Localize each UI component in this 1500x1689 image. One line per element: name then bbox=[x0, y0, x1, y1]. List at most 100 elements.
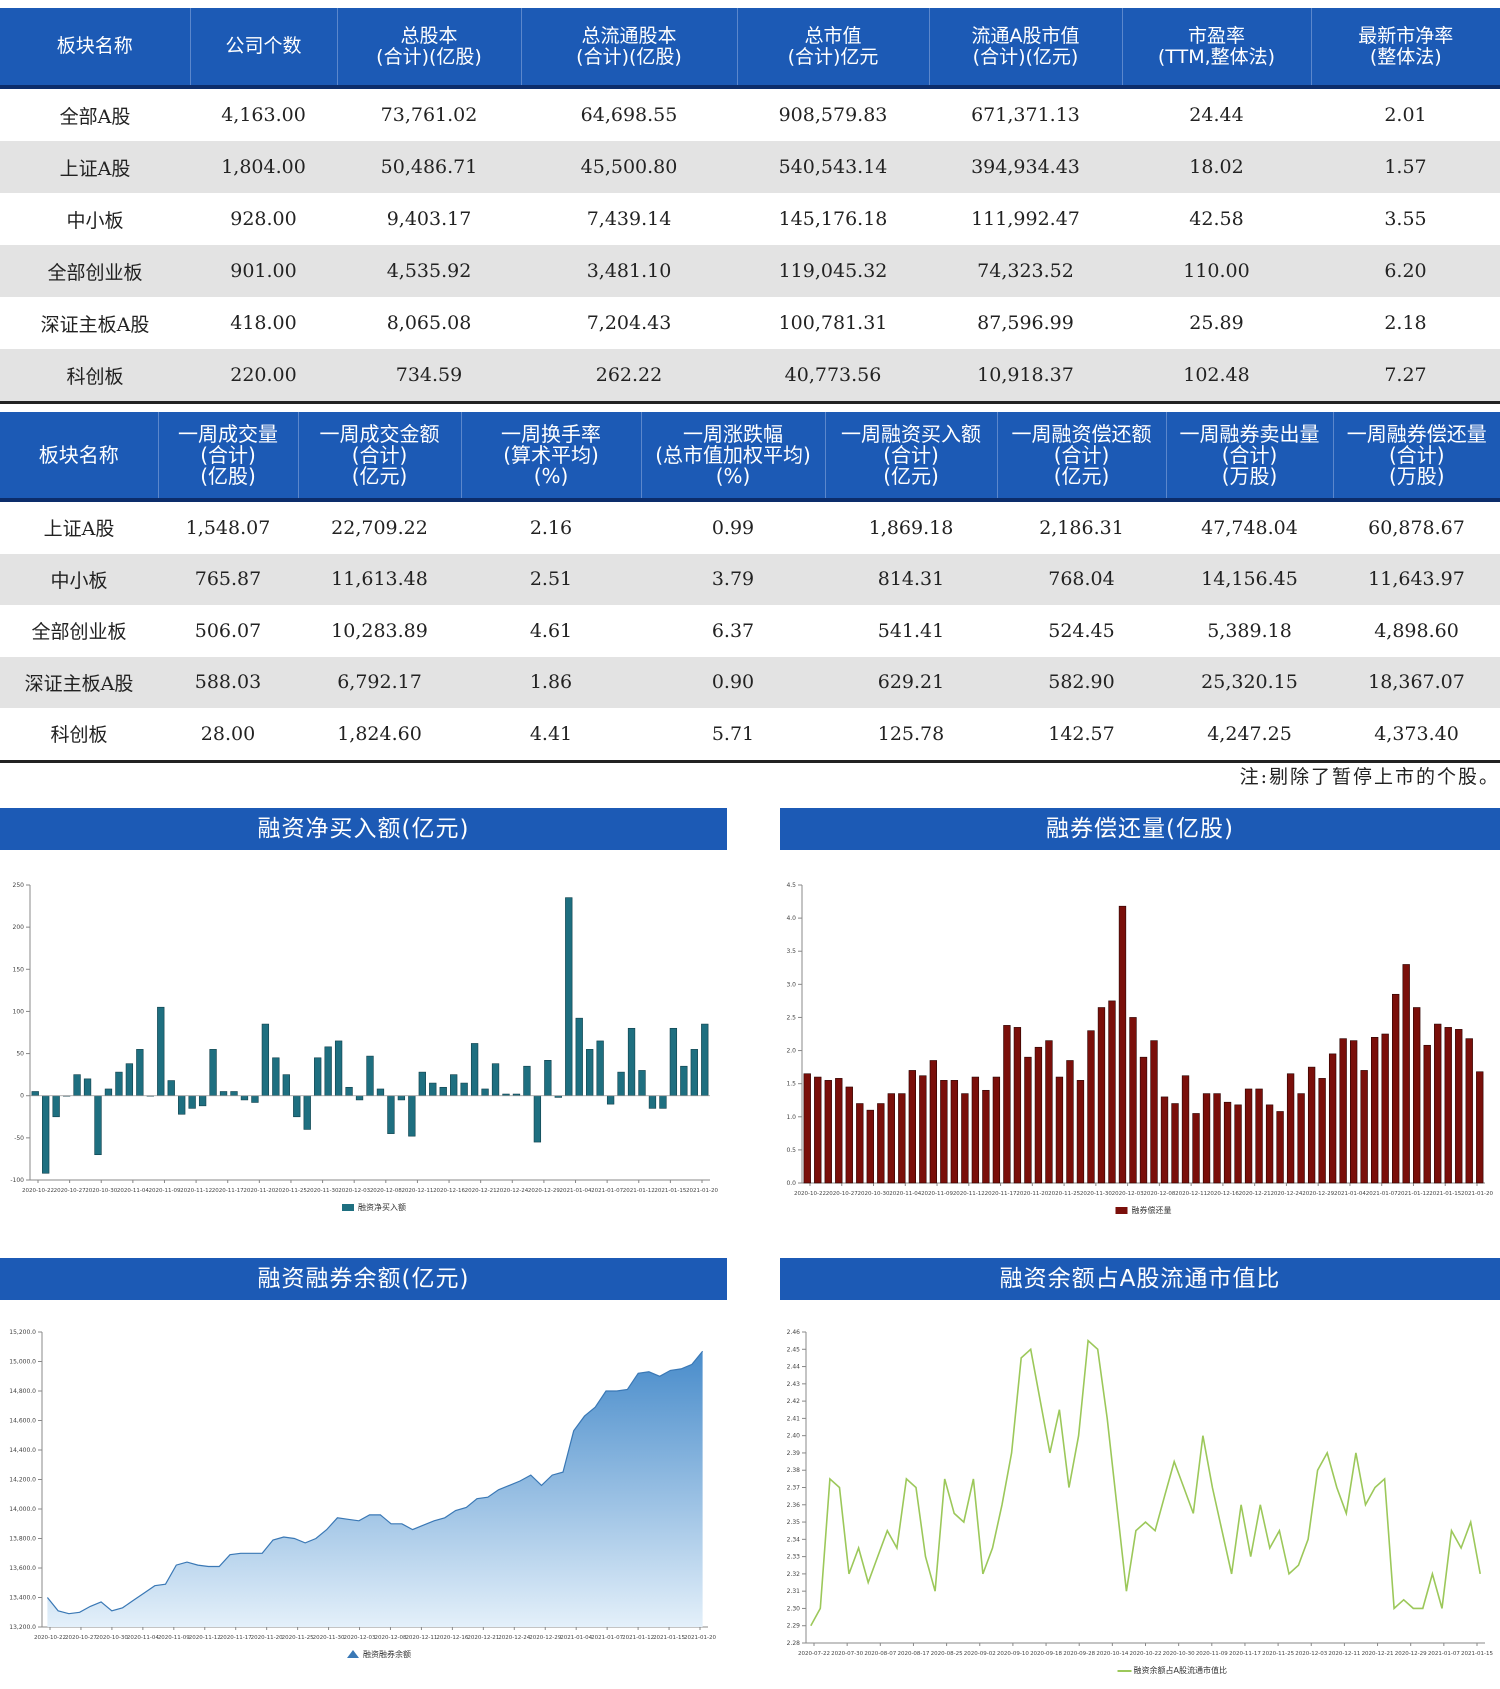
x-tick-label: 2020-12-11 bbox=[401, 1188, 433, 1194]
value-cell: 4,373.40 bbox=[1374, 722, 1459, 745]
bar bbox=[1234, 1104, 1242, 1184]
table-row: 全部A股 4,163.00 73,761.02 64,698.55 908,579.83… bbox=[0, 85, 1500, 141]
bar bbox=[1076, 1080, 1085, 1184]
y-tick-label: 50 bbox=[16, 1051, 24, 1058]
table-row: 科创板 28.00 1,824.60 4.41 5.71 125.78 142.57 4,24… bbox=[0, 708, 1500, 761]
value-cell: 2,186.31 bbox=[997, 498, 1166, 554]
short-repay-bar-chart: 4.5 4.0 3.5 3.0 2.5 2.0 1.5 1.0 0.5 0.0 2020-10-22… bbox=[786, 882, 1493, 1215]
bar bbox=[1402, 964, 1410, 1184]
x-tick-label: 2020-12-24 bbox=[498, 1635, 530, 1641]
table-row: 全部创业板 901.00 4,535.92 3,481.10 119,045.32 74,… bbox=[0, 245, 1500, 297]
bar bbox=[1434, 1023, 1442, 1184]
bar bbox=[1034, 1046, 1043, 1184]
x-tick-label: 2020-11-20 bbox=[243, 1188, 275, 1194]
y-tick-label: 200 bbox=[13, 924, 25, 931]
x-tick-label: 2020-12-29 bbox=[529, 1635, 561, 1641]
value-cell: 125.78 bbox=[877, 722, 945, 745]
y-tick-label: -50 bbox=[14, 1135, 24, 1142]
bar bbox=[293, 1095, 301, 1118]
y-tick-label: 2.33 bbox=[787, 1554, 801, 1561]
x-tick-label: 2020-11-09 bbox=[148, 1188, 180, 1194]
value-cell: 1,824.60 bbox=[337, 722, 422, 745]
bar bbox=[971, 1076, 980, 1184]
bar bbox=[1392, 993, 1400, 1184]
x-tick-label: 2020-12-21 bbox=[1362, 1651, 1394, 1657]
x-tick-label: 2020-09-28 bbox=[1063, 1651, 1095, 1657]
x-tick-label: 2020-10-27 bbox=[54, 1188, 86, 1194]
table-row: 全部创业板 506.07 10,283.89 4.61 6.37 541.41 524.45… bbox=[0, 605, 1500, 657]
bar bbox=[1139, 1056, 1148, 1184]
bar bbox=[366, 1055, 374, 1097]
bar bbox=[470, 1043, 479, 1097]
bar bbox=[1129, 1017, 1137, 1184]
x-tick-label: 2020-11-20 bbox=[251, 1635, 283, 1641]
bar bbox=[1181, 1075, 1190, 1184]
value-cell: 2.18 bbox=[1384, 312, 1427, 334]
value-cell: 541.41 bbox=[877, 619, 945, 642]
bar bbox=[1160, 1096, 1169, 1184]
value-cell: 18,367.07 bbox=[1333, 656, 1500, 708]
x-tick-label: 2020-10-30 bbox=[85, 1188, 117, 1194]
value-cell: 901.00 bbox=[190, 245, 337, 297]
table-row: 科创板 220.00 734.59 262.22 40,773.56 10,918.37 1… bbox=[0, 349, 1500, 403]
value-cell: 734.59 bbox=[337, 349, 521, 403]
x-tick-label: 2020-12-21 bbox=[1239, 1191, 1271, 1197]
bar bbox=[638, 1070, 646, 1097]
x-tick-label: 2021-01-04 bbox=[1334, 1191, 1366, 1197]
bar bbox=[167, 1080, 175, 1097]
x-tick-label: 2020-11-09 bbox=[1196, 1651, 1228, 1657]
bar bbox=[669, 1027, 678, 1097]
bar bbox=[1055, 1076, 1064, 1184]
chart-title-short-repay: 融券偿还量(亿股) bbox=[780, 808, 1500, 850]
x-tick-label: 2020-11-04 bbox=[889, 1191, 921, 1197]
column-header-line: 总市值 bbox=[804, 24, 862, 47]
column-header-line: (%) bbox=[715, 463, 751, 488]
bar bbox=[1360, 1070, 1368, 1184]
table-row: 上证A股 1,804.00 50,486.71 45,500.80 540,543.14… bbox=[0, 141, 1500, 193]
bar bbox=[575, 1017, 583, 1097]
legend-swatch bbox=[342, 1204, 354, 1211]
column-header: 一周换手率 (算术平均) (%) bbox=[461, 412, 642, 502]
bar bbox=[1202, 1093, 1211, 1184]
legend-label: 融券偿还量 bbox=[1132, 1205, 1172, 1215]
value-cell: 0.90 bbox=[641, 656, 825, 708]
sector-weekly-trading-table: 板块名称 一周成交量 (合计) (亿股) 一周成交金额 (合计) (亿元) 一周换手率 (算术平… bbox=[0, 412, 1500, 763]
x-tick-label: 2020-12-03 bbox=[1112, 1191, 1144, 1197]
value-cell: 524.45 bbox=[1048, 619, 1115, 642]
column-header-line: 一周融券偿还量 bbox=[1346, 421, 1487, 446]
value-cell: 111,992.47 bbox=[971, 208, 1080, 230]
value-cell: 28.00 bbox=[200, 722, 256, 745]
x-tick-label: 2020-12-08 bbox=[374, 1635, 406, 1641]
x-tick-label: 2020-10-22 bbox=[34, 1635, 66, 1641]
x-tick-label: 2021-01-12 bbox=[623, 1188, 655, 1194]
value-cell: 765.87 bbox=[158, 553, 298, 605]
x-tick-label: 2020-12-16 bbox=[433, 1188, 465, 1194]
value-cell: 8,065.08 bbox=[386, 312, 472, 334]
x-tick-label: 2020-11-25 bbox=[1262, 1651, 1294, 1657]
x-tick-label: 2020-09-18 bbox=[1030, 1651, 1062, 1657]
value-cell: 10,918.37 bbox=[929, 349, 1122, 403]
bar bbox=[940, 1080, 948, 1184]
x-tick-label: 2021-01-15 bbox=[1429, 1191, 1461, 1197]
value-cell: 9,403.17 bbox=[386, 208, 472, 230]
y-tick-label: 14,200.0 bbox=[9, 1477, 36, 1484]
value-cell: 671,371.13 bbox=[929, 85, 1122, 141]
column-header-line: 一周融资买入额 bbox=[841, 421, 981, 446]
x-tick-label: 2021-01-07 bbox=[591, 1635, 623, 1641]
bar bbox=[1265, 1104, 1274, 1184]
x-tick-label: 2020-12-16 bbox=[1207, 1191, 1239, 1197]
bar bbox=[1307, 1066, 1316, 1184]
bar bbox=[606, 1095, 615, 1105]
value-cell: 47,748.04 bbox=[1166, 498, 1333, 554]
value-cell: 6.37 bbox=[711, 619, 755, 642]
bar bbox=[1413, 1007, 1421, 1184]
value-cell: 908,579.83 bbox=[737, 85, 929, 141]
y-tick-label: -100 bbox=[10, 1177, 24, 1184]
bar bbox=[219, 1091, 228, 1097]
x-tick-label: 2020-11-09 bbox=[921, 1191, 953, 1197]
x-tick-label: 2021-01-12 bbox=[1397, 1191, 1429, 1197]
x-tick-label: 2020-10-22 bbox=[22, 1188, 54, 1194]
x-tick-label: 2020-12-29 bbox=[1395, 1651, 1427, 1657]
y-tick-label: 0.5 bbox=[786, 1147, 796, 1154]
y-tick-label: 2.39 bbox=[787, 1450, 801, 1457]
